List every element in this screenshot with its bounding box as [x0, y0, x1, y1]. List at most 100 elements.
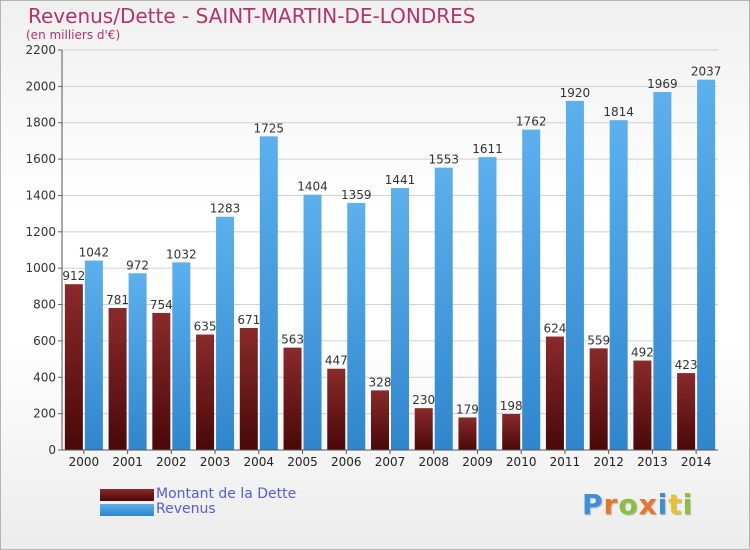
bar-dette: [458, 417, 477, 450]
y-tick-label: 600: [33, 334, 56, 348]
logo-letter: P: [582, 488, 604, 521]
bar-dette: [414, 408, 433, 450]
data-label-dette: 563: [281, 333, 304, 347]
x-tick-label: 2006: [331, 455, 362, 469]
y-tick-label: 0: [48, 443, 56, 457]
y-tick-label: 1800: [25, 116, 56, 130]
bar-dette: [108, 308, 127, 450]
data-label-revenus: 1404: [297, 180, 328, 194]
x-tick-label: 2007: [375, 455, 406, 469]
x-tick-label: 2000: [69, 455, 100, 469]
data-label-revenus: 1441: [385, 173, 416, 187]
data-label-dette: 559: [587, 333, 610, 347]
logo-letter: i: [682, 488, 694, 521]
data-label-dette: 230: [412, 393, 435, 407]
logo-letter: t: [668, 488, 683, 521]
x-tick-label: 2004: [244, 455, 275, 469]
legend-swatch-revenus: [100, 504, 154, 516]
data-label-revenus: 1969: [647, 77, 678, 91]
bar-dette: [283, 347, 302, 450]
bar-revenus: [609, 120, 628, 450]
y-tick-label: 400: [33, 370, 56, 384]
bar-dette: [633, 360, 652, 450]
x-tick-label: 2009: [462, 455, 493, 469]
bar-dette: [677, 373, 696, 450]
chart-subtitle: (en milliers d'€): [26, 28, 121, 42]
data-label-revenus: 1920: [560, 86, 591, 100]
legend-label-revenus: Revenus: [156, 501, 216, 517]
data-label-revenus: 1032: [166, 247, 197, 261]
data-label-revenus: 1283: [210, 202, 241, 216]
bar-dette: [502, 414, 521, 450]
axes: 0 200 400 600 800 1000 1200 1400 1600 1800 2000 220…: [25, 43, 718, 469]
y-tick-label: 2200: [25, 43, 56, 57]
data-label-dette: 624: [543, 322, 566, 336]
bar-revenus: [391, 188, 409, 450]
y-tick-label: 1400: [25, 188, 56, 202]
logo-letter: r: [603, 488, 619, 521]
x-tick-label: 2002: [156, 455, 187, 469]
bar-revenus: [653, 92, 672, 450]
y-tick-label: 1600: [25, 152, 56, 166]
logo-letter: x: [638, 488, 658, 521]
data-label-dette: 671: [237, 313, 260, 327]
data-label-dette: 447: [325, 354, 348, 368]
data-label-revenus: 1762: [516, 115, 547, 129]
x-tick-label: 2014: [681, 455, 712, 469]
data-label-dette: 198: [500, 399, 523, 413]
bar-revenus: [347, 202, 366, 450]
data-label-revenus: 1611: [472, 142, 503, 156]
data-label-dette: 492: [631, 346, 654, 360]
x-tick-label: 2001: [112, 455, 143, 469]
y-tick-label: 200: [33, 407, 56, 421]
legend-label-dette: Montant de la Dette: [156, 486, 297, 502]
bar-revenus: [565, 100, 584, 450]
data-label-revenus: 1359: [341, 188, 372, 202]
proxiti-logo: Proxiti: [582, 488, 693, 521]
bar-revenus: [128, 273, 147, 450]
bar-dette: [371, 390, 389, 450]
data-label-dette: 328: [369, 375, 392, 389]
data-label-dette: 912: [62, 269, 85, 283]
x-tick-label: 2012: [593, 455, 624, 469]
data-label-revenus: 1814: [603, 105, 634, 119]
data-label-revenus: 1553: [428, 153, 459, 167]
chart-title: Revenus/Dette - SAINT-MARTIN-DE-LONDRES: [28, 4, 476, 28]
bar-revenus: [259, 136, 278, 450]
data-label-revenus: 2037: [691, 65, 722, 79]
logo-letter: i: [657, 488, 669, 521]
bar-revenus: [434, 167, 453, 451]
bar-revenus: [84, 260, 103, 450]
x-tick-label: 2013: [637, 455, 668, 469]
bar-dette: [152, 312, 171, 450]
y-tick-label: 1000: [25, 261, 56, 275]
y-tick-label: 1200: [25, 225, 56, 239]
data-label-revenus: 972: [126, 258, 149, 272]
bar-dette: [327, 368, 346, 450]
bar-dette: [589, 348, 608, 450]
bar-dette: [64, 284, 83, 450]
data-label-dette: 635: [194, 320, 217, 334]
bar-dette: [196, 334, 215, 450]
data-label-dette: 754: [150, 298, 173, 312]
data-label-dette: 179: [456, 402, 479, 416]
bar-revenus: [216, 216, 235, 450]
bar-revenus: [172, 262, 191, 450]
bar-dette: [239, 328, 258, 450]
bars: [64, 79, 716, 451]
data-label-revenus: 1042: [79, 246, 110, 260]
grid-lines: [62, 49, 718, 451]
x-tick-label: 2003: [200, 455, 231, 469]
x-tick-label: 2005: [287, 455, 318, 469]
bar-revenus: [478, 157, 497, 450]
x-tick-label: 2008: [418, 455, 449, 469]
y-tick-label: 2000: [25, 79, 56, 93]
data-label-dette: 423: [675, 358, 698, 372]
data-labels: 912 1042 781 972 754 1032 635 1283 671 1725 563 140…: [62, 65, 721, 417]
data-label-revenus: 1725: [254, 121, 285, 135]
data-label-dette: 781: [106, 293, 129, 307]
legend-swatch-dette: [100, 489, 154, 501]
x-tick-label: 2010: [506, 455, 537, 469]
logo-letter: o: [618, 488, 639, 521]
